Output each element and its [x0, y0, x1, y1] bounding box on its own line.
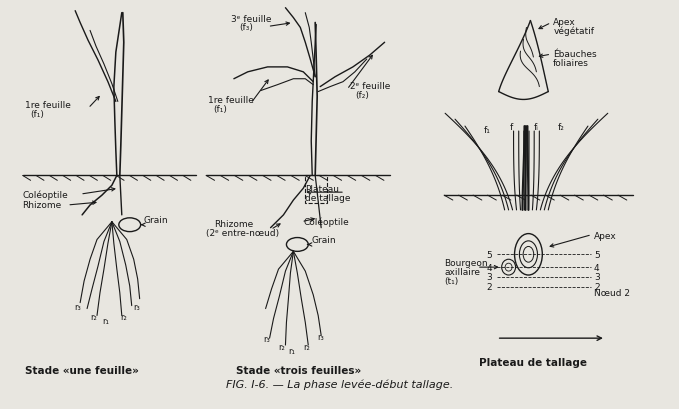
- Text: r₂: r₂: [120, 314, 126, 323]
- Text: Apex: Apex: [594, 231, 617, 240]
- Text: (f₃): (f₃): [239, 23, 253, 32]
- Text: FIG. I-6. — La phase levée-début tallage.: FIG. I-6. — La phase levée-début tallage…: [226, 380, 454, 391]
- Text: (f₁): (f₁): [31, 110, 44, 119]
- Text: Apex: Apex: [553, 18, 576, 27]
- Text: (t₁): (t₁): [444, 277, 458, 286]
- Text: 2: 2: [486, 283, 492, 292]
- Text: f₂: f₂: [557, 123, 565, 132]
- Text: 1re feuille: 1re feuille: [208, 97, 254, 106]
- Text: Stade «une feuille»: Stade «une feuille»: [24, 366, 139, 376]
- Text: r₂: r₂: [90, 312, 97, 321]
- Text: 2ᵉ feuille: 2ᵉ feuille: [350, 82, 390, 91]
- Bar: [306, 175, 327, 203]
- Text: Coléoptile: Coléoptile: [304, 218, 349, 227]
- Text: r₃: r₃: [134, 303, 141, 312]
- Text: végétatif: végétatif: [553, 27, 594, 36]
- Text: r₂: r₂: [278, 343, 285, 352]
- Text: Grain: Grain: [144, 216, 168, 225]
- Text: f₁: f₁: [483, 126, 490, 135]
- Text: Plateau: Plateau: [306, 185, 340, 194]
- Text: r₃: r₃: [263, 335, 270, 344]
- Text: 2: 2: [594, 283, 600, 292]
- Text: r₃: r₃: [74, 303, 81, 312]
- Text: r₁: r₁: [289, 347, 295, 356]
- Text: f: f: [510, 123, 513, 132]
- Text: (f₁): (f₁): [213, 106, 227, 115]
- Text: de tallage: de tallage: [306, 194, 351, 203]
- Text: 5: 5: [486, 251, 492, 260]
- Text: 3ᵉ feuille: 3ᵉ feuille: [231, 15, 272, 24]
- Text: r₃: r₃: [317, 333, 324, 342]
- Text: axillaire: axillaire: [444, 268, 480, 277]
- Text: Bourgeon: Bourgeon: [444, 259, 488, 268]
- Text: 3: 3: [594, 274, 600, 283]
- Text: Nœud 2: Nœud 2: [594, 289, 630, 298]
- Text: Grain: Grain: [311, 236, 336, 245]
- Text: Rhizome: Rhizome: [22, 201, 62, 210]
- Text: Rhizome: Rhizome: [214, 220, 253, 229]
- Text: Plateau de tallage: Plateau de tallage: [479, 358, 587, 368]
- Text: Stade «trois feuilles»: Stade «trois feuilles»: [236, 366, 361, 376]
- Text: foliaires: foliaires: [553, 59, 589, 68]
- Text: Ébauches: Ébauches: [553, 50, 597, 59]
- Text: fᵢ: fᵢ: [534, 123, 539, 132]
- Text: r₁: r₁: [102, 317, 109, 326]
- Text: 1re feuille: 1re feuille: [24, 101, 71, 110]
- Text: Coléoptile: Coléoptile: [22, 190, 69, 200]
- Text: 5: 5: [594, 251, 600, 260]
- Text: (f₂): (f₂): [355, 90, 369, 99]
- Text: 3: 3: [486, 274, 492, 283]
- Text: 4: 4: [486, 264, 492, 273]
- Text: 4: 4: [594, 264, 600, 273]
- Text: (2ᵉ entre-nœud): (2ᵉ entre-nœud): [206, 229, 279, 238]
- Text: r₂: r₂: [304, 343, 310, 352]
